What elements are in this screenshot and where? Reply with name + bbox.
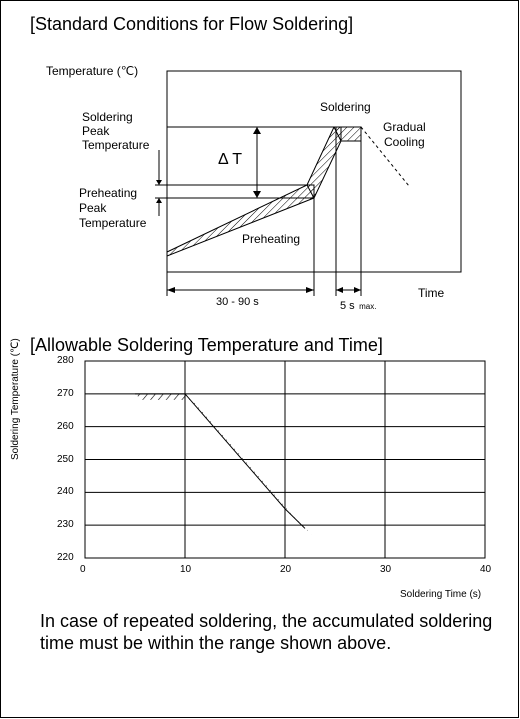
section2-title: [Allowable Soldering Temperature and Tim… <box>30 335 383 355</box>
limit-curve <box>135 393 306 529</box>
y-tick-label: 270 <box>57 387 74 399</box>
x-tick-label: 40 <box>480 564 492 575</box>
soldering-label: Soldering <box>320 100 371 114</box>
soldering-peak-line3: Temperature <box>82 138 150 152</box>
soldering-peak-line2: Peak <box>82 124 110 138</box>
section1-title: [Standard Conditions for Flow Soldering] <box>30 14 354 34</box>
y-tick-label: 260 <box>57 420 74 432</box>
preheating-peak-line3: Temperature <box>79 216 147 230</box>
preheating-peak-line2: Peak <box>79 201 107 215</box>
repeated-soldering-note: In case of repeated soldering, the accum… <box>8 610 513 654</box>
y-tick-label: 280 <box>57 355 74 366</box>
delta-t-label: Δ T <box>218 151 243 168</box>
preheating-peak-line1: Preheating <box>79 186 138 200</box>
solder-duration-value: 5 s <box>340 300 355 312</box>
note-text: In case of repeated soldering, the accum… <box>40 611 493 653</box>
x-tick-label: 0 <box>80 564 86 575</box>
gradual-cooling-line2: Cooling <box>384 135 425 149</box>
preheating-peak-label: Preheating Peak Temperature <box>79 186 146 231</box>
temperature-axis-label: Temperature (℃) <box>46 64 139 78</box>
y-axis-label: Soldering Temperature (℃) <box>10 338 21 460</box>
solder-duration-label: 5 s max. <box>340 296 376 314</box>
time-axis-label: Time <box>418 286 445 300</box>
x-tick-label: 10 <box>180 564 192 575</box>
x-tick-label: 20 <box>280 564 292 575</box>
gradual-cooling-label: Gradual Cooling <box>383 120 426 150</box>
y-tick-label: 250 <box>57 453 74 465</box>
x-axis-label: Soldering Time (s) <box>400 589 482 600</box>
y-tick-label: 230 <box>57 519 74 531</box>
preheating-label: Preheating <box>242 232 301 246</box>
soldering-peak-label: Soldering Peak Temperature <box>82 110 149 152</box>
soldering-peak-line1: Soldering <box>82 110 133 124</box>
gradual-cooling-line1: Gradual <box>383 120 426 134</box>
y-tick-label: 220 <box>57 552 74 563</box>
preheat-duration-label: 30 - 90 s <box>216 296 259 308</box>
solder-duration-suffix: max. <box>359 302 377 311</box>
x-tick-label: 30 <box>380 564 392 575</box>
cooling-line <box>360 126 410 187</box>
y-tick-label: 240 <box>57 486 74 498</box>
